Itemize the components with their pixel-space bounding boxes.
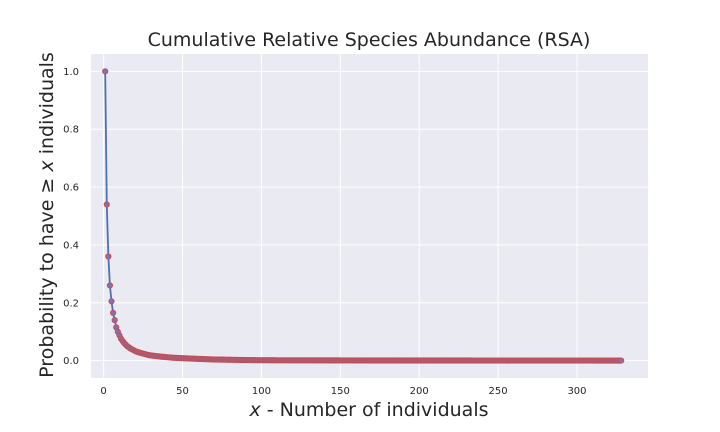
- y-tick-label: 0.8: [63, 125, 79, 136]
- y-tick-label: 0.4: [63, 240, 79, 251]
- data-point: [111, 317, 118, 324]
- y-tick-label: 0.2: [63, 298, 79, 309]
- x-tick-label: 200: [410, 386, 429, 397]
- x-axis-label-text: - Number of individuals: [261, 399, 489, 421]
- data-point: [105, 253, 112, 260]
- y-tick-label: 1.0: [63, 67, 79, 78]
- x-tick-label: 250: [489, 386, 508, 397]
- y-axis-label-text: Probability to have: [36, 194, 58, 378]
- data-points: [102, 68, 625, 364]
- plot-area: [91, 54, 648, 378]
- data-point: [109, 309, 117, 317]
- data-point: [106, 282, 114, 289]
- data-point: [618, 357, 625, 364]
- data-point: [108, 298, 115, 305]
- grid-lines: [91, 54, 648, 378]
- data-point: [103, 201, 110, 208]
- data-point: [102, 68, 109, 75]
- y-tick-label: 0.6: [63, 183, 79, 194]
- y-tick-labels: 0.0 0.2 0.4 0.6 0.8 1.0: [63, 67, 79, 367]
- y-tick-label: 0.0: [63, 356, 79, 367]
- x-tick-label: 300: [567, 386, 586, 397]
- y-axis-label: Probability to have ≥ x individuals: [36, 52, 58, 378]
- x-tick-labels: 0 50 100 150 200 250 300: [100, 386, 586, 397]
- y-axis-label-math: x: [36, 160, 58, 173]
- x-tick-label: 150: [331, 386, 350, 397]
- x-tick-label: 100: [252, 386, 271, 397]
- chart-title: Cumulative Relative Species Abundance (R…: [148, 29, 591, 51]
- y-axis-label-tail: individuals: [36, 52, 58, 160]
- x-axis-label-math: x: [248, 399, 261, 421]
- x-tick-label: 0: [100, 386, 106, 397]
- x-tick-label: 50: [176, 386, 189, 397]
- y-axis-label-symbol: ≥: [36, 178, 58, 194]
- x-axis-label: x - Number of individuals: [248, 399, 488, 421]
